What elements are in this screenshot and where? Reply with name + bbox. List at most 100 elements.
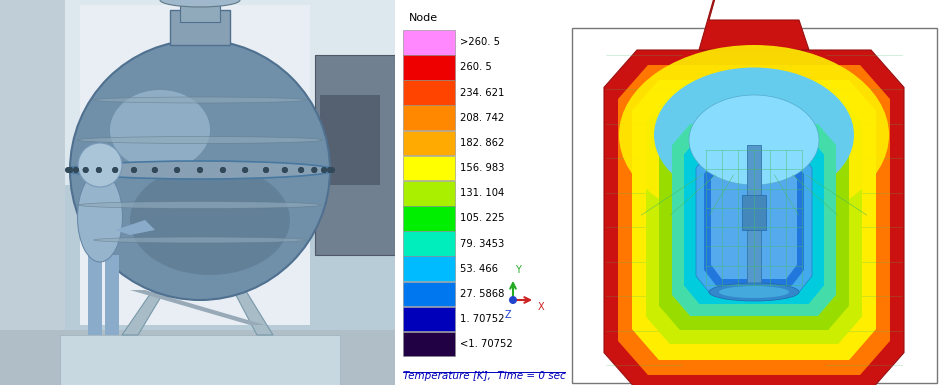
FancyBboxPatch shape xyxy=(403,55,455,80)
Text: 79. 3453: 79. 3453 xyxy=(460,239,504,249)
Text: Temperature [K],  Time = 0 sec: Temperature [K], Time = 0 sec xyxy=(403,371,566,381)
Circle shape xyxy=(174,167,180,173)
Circle shape xyxy=(73,167,79,173)
Circle shape xyxy=(197,167,203,173)
Polygon shape xyxy=(659,110,849,330)
Circle shape xyxy=(282,167,288,173)
Ellipse shape xyxy=(74,166,326,174)
Ellipse shape xyxy=(77,137,323,144)
FancyBboxPatch shape xyxy=(403,131,455,155)
Circle shape xyxy=(83,167,88,173)
Ellipse shape xyxy=(94,237,306,243)
FancyBboxPatch shape xyxy=(403,181,455,206)
FancyBboxPatch shape xyxy=(403,156,455,181)
FancyBboxPatch shape xyxy=(320,95,380,185)
Circle shape xyxy=(67,167,73,173)
FancyBboxPatch shape xyxy=(0,0,395,185)
Text: 260. 5: 260. 5 xyxy=(460,62,492,72)
Circle shape xyxy=(78,143,122,187)
Circle shape xyxy=(220,167,226,173)
Circle shape xyxy=(112,167,118,173)
Circle shape xyxy=(263,167,269,173)
Polygon shape xyxy=(704,158,804,286)
Circle shape xyxy=(298,167,304,173)
Polygon shape xyxy=(684,136,824,304)
Circle shape xyxy=(242,167,248,173)
FancyBboxPatch shape xyxy=(403,30,455,55)
Ellipse shape xyxy=(619,45,889,225)
Text: 208. 742: 208. 742 xyxy=(460,113,504,123)
Text: 182. 862: 182. 862 xyxy=(460,138,504,148)
Circle shape xyxy=(197,167,203,173)
Polygon shape xyxy=(711,165,797,279)
FancyBboxPatch shape xyxy=(105,255,119,335)
Circle shape xyxy=(96,167,102,173)
Circle shape xyxy=(282,167,288,173)
Circle shape xyxy=(327,167,333,173)
FancyBboxPatch shape xyxy=(0,0,65,385)
FancyBboxPatch shape xyxy=(80,5,310,325)
Circle shape xyxy=(152,167,158,173)
Circle shape xyxy=(131,167,137,173)
Text: Z: Z xyxy=(505,310,512,320)
Circle shape xyxy=(321,167,327,173)
FancyBboxPatch shape xyxy=(170,10,230,45)
Polygon shape xyxy=(696,150,812,294)
FancyBboxPatch shape xyxy=(60,335,340,385)
Ellipse shape xyxy=(94,97,306,103)
Polygon shape xyxy=(646,96,862,344)
Circle shape xyxy=(329,167,335,173)
FancyBboxPatch shape xyxy=(0,185,395,385)
FancyBboxPatch shape xyxy=(315,55,395,255)
FancyBboxPatch shape xyxy=(747,145,761,295)
FancyBboxPatch shape xyxy=(403,206,455,231)
FancyBboxPatch shape xyxy=(403,307,455,331)
Circle shape xyxy=(327,167,333,173)
Ellipse shape xyxy=(654,67,854,203)
Ellipse shape xyxy=(160,0,240,7)
Polygon shape xyxy=(220,265,273,335)
FancyBboxPatch shape xyxy=(0,330,395,385)
FancyBboxPatch shape xyxy=(403,332,455,357)
Text: >260. 5: >260. 5 xyxy=(460,37,500,47)
Ellipse shape xyxy=(78,172,122,262)
Text: X: X xyxy=(538,302,545,312)
FancyBboxPatch shape xyxy=(403,281,455,306)
Polygon shape xyxy=(130,290,265,325)
Ellipse shape xyxy=(719,286,789,298)
Polygon shape xyxy=(115,220,155,235)
Ellipse shape xyxy=(689,95,819,185)
Circle shape xyxy=(174,167,180,173)
FancyBboxPatch shape xyxy=(403,256,455,281)
FancyBboxPatch shape xyxy=(88,255,102,335)
Ellipse shape xyxy=(66,161,334,179)
FancyBboxPatch shape xyxy=(403,80,455,105)
FancyBboxPatch shape xyxy=(742,195,766,230)
Polygon shape xyxy=(632,80,876,360)
Ellipse shape xyxy=(709,283,799,301)
FancyBboxPatch shape xyxy=(403,231,455,256)
Text: 156. 983: 156. 983 xyxy=(460,163,504,173)
Circle shape xyxy=(242,167,248,173)
FancyBboxPatch shape xyxy=(180,0,220,22)
Circle shape xyxy=(112,167,118,173)
Circle shape xyxy=(67,167,73,173)
Polygon shape xyxy=(122,265,180,335)
Circle shape xyxy=(263,167,269,173)
Circle shape xyxy=(312,167,317,173)
Circle shape xyxy=(220,167,226,173)
Circle shape xyxy=(131,167,137,173)
Polygon shape xyxy=(618,65,890,375)
Circle shape xyxy=(65,167,71,173)
Text: 234. 621: 234. 621 xyxy=(460,88,504,98)
Circle shape xyxy=(152,167,158,173)
Polygon shape xyxy=(672,124,836,316)
Ellipse shape xyxy=(70,40,330,300)
FancyBboxPatch shape xyxy=(572,28,937,383)
Ellipse shape xyxy=(79,201,321,209)
Circle shape xyxy=(298,167,304,173)
Circle shape xyxy=(96,167,102,173)
Circle shape xyxy=(321,167,327,173)
Text: <1. 70752: <1. 70752 xyxy=(460,339,513,349)
Text: 1. 70752: 1. 70752 xyxy=(460,314,504,324)
